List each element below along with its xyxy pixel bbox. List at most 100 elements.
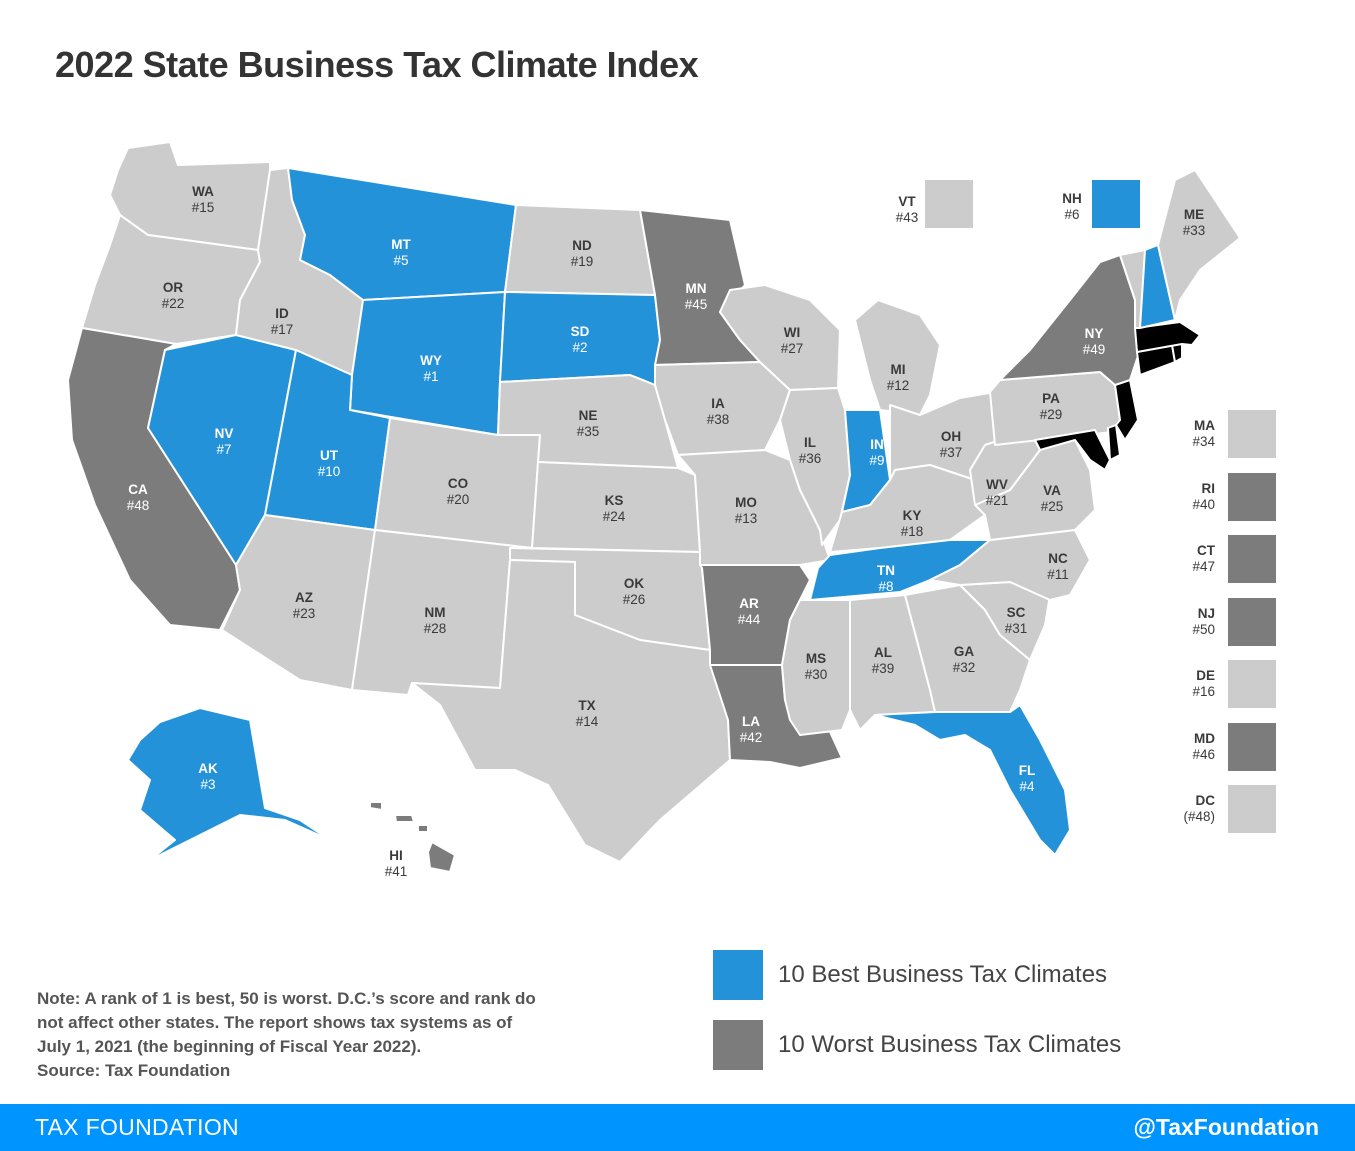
- state-rank: #9: [869, 453, 884, 468]
- state-abbr: VA: [1043, 483, 1061, 498]
- state-label-NH: NH #6: [1062, 191, 1082, 222]
- legend-worst-label: 10 Worst Business Tax Climates: [778, 1031, 1122, 1058]
- state-abbr: HI: [389, 848, 403, 863]
- state-abbr: KY: [903, 508, 922, 523]
- state-rank: (#48): [1183, 809, 1215, 824]
- state-rank: #33: [1183, 223, 1206, 238]
- state-rank: #21: [986, 493, 1009, 508]
- side-label-MD: MD #46: [1150, 731, 1215, 763]
- side-box-DC: [1228, 785, 1276, 833]
- state-abbr: OK: [624, 576, 645, 591]
- state-abbr: TX: [578, 698, 595, 713]
- state-rank: #28: [424, 621, 447, 636]
- state-label-IA: IA #38: [707, 396, 730, 427]
- state-label-LA: LA #42: [740, 714, 763, 745]
- state-rank: #29: [1040, 407, 1063, 422]
- state-label-WY: WY #1: [420, 353, 442, 384]
- state-rank: #25: [1041, 499, 1064, 514]
- state-abbr: WV: [986, 477, 1008, 492]
- state-rank: #22: [162, 296, 185, 311]
- state-abbr: AK: [198, 761, 218, 776]
- state-rank: #20: [447, 492, 470, 507]
- state-abbr: NH: [1062, 191, 1082, 206]
- state-abbr: UT: [320, 448, 339, 463]
- state-rank: #6: [1064, 207, 1079, 222]
- legend-best-label: 10 Best Business Tax Climates: [778, 961, 1108, 988]
- state-rank: #5: [393, 253, 408, 268]
- state-label-OK: OK #26: [623, 576, 646, 607]
- state-label-AR: AR #44: [738, 596, 761, 627]
- state-TX: [411, 559, 731, 863]
- legend-worst-swatch: [713, 1020, 763, 1070]
- footer-bar: TAX FOUNDATION @TaxFoundation: [0, 1104, 1355, 1151]
- state-rank: #2: [572, 340, 587, 355]
- state-abbr: PA: [1042, 391, 1060, 406]
- state-NY: [999, 254, 1141, 386]
- state-label-NY: NY #49: [1083, 326, 1106, 357]
- side-label-NJ: NJ #50: [1150, 606, 1215, 638]
- state-abbr: NM: [425, 605, 446, 620]
- state-abbr: OR: [163, 280, 184, 295]
- state-rank: #1: [423, 369, 438, 384]
- state-rank: #50: [1192, 621, 1215, 637]
- map-title: 2022 State Business Tax Climate Index: [55, 44, 699, 85]
- state-label-KY: KY #18: [901, 508, 924, 539]
- state-rank: #13: [735, 511, 758, 526]
- note-text: Note: A rank of 1 is best, 50 is worst. …: [37, 989, 536, 1056]
- state-label-FL: FL #4: [1019, 763, 1036, 794]
- state-abbr: NE: [579, 408, 598, 423]
- state-abbr: MN: [686, 281, 707, 296]
- state-label-IN: IN #9: [869, 437, 884, 468]
- state-rank: #15: [192, 200, 215, 215]
- state-rank: #35: [577, 424, 600, 439]
- state-abbr: AL: [874, 645, 892, 660]
- state-abbr: MI: [891, 362, 906, 377]
- state-HI: [369, 801, 383, 811]
- state-label-ME: ME #33: [1183, 207, 1206, 238]
- footer-handle[interactable]: @TaxFoundation: [1133, 1114, 1319, 1140]
- state-rank: #8: [878, 579, 893, 594]
- state-abbr: CT: [1197, 543, 1215, 558]
- inset-box-VT: [925, 180, 973, 228]
- state-label-WI: WI #27: [781, 325, 804, 356]
- state-rank: #11: [1047, 567, 1069, 582]
- state-rank: #44: [738, 612, 761, 627]
- state-label-KS: KS #24: [603, 493, 626, 524]
- state-HI: [427, 841, 456, 873]
- state-abbr: OH: [941, 429, 961, 444]
- state-abbr: NV: [215, 426, 234, 441]
- state-abbr: ID: [275, 306, 289, 321]
- state-rank: #31: [1005, 621, 1028, 636]
- state-abbr: NC: [1048, 551, 1068, 566]
- side-label-MA: MA #34: [1150, 418, 1215, 450]
- state-rank: #23: [293, 606, 316, 621]
- state-AK: [127, 707, 331, 861]
- state-label-TX: TX #14: [576, 698, 599, 729]
- state-label-WV: WV #21: [986, 477, 1009, 508]
- state-abbr: CO: [448, 476, 468, 491]
- state-abbr: MS: [806, 651, 826, 666]
- state-abbr: NY: [1085, 326, 1104, 341]
- state-abbr: GA: [954, 644, 975, 659]
- state-rank: #38: [707, 412, 730, 427]
- state-label-CA: CA #48: [127, 482, 150, 513]
- state-label-OH: OH #37: [940, 429, 963, 460]
- state-label-HI: HI #41: [385, 848, 408, 879]
- side-box-NJ: [1228, 597, 1276, 646]
- state-rank: #37: [940, 445, 963, 460]
- side-box-MD: [1228, 722, 1276, 771]
- side-box-RI: [1228, 472, 1276, 521]
- state-label-ND: ND #19: [571, 238, 594, 269]
- state-abbr: MD: [1194, 730, 1215, 746]
- state-rank: #14: [576, 714, 599, 729]
- state-rank: #7: [216, 442, 231, 457]
- state-rank: #40: [1192, 496, 1215, 512]
- state-abbr: CA: [128, 482, 148, 497]
- state-label-WA: WA #15: [192, 184, 215, 215]
- state-abbr: MO: [735, 495, 757, 510]
- legend-worst: 10 Worst Business Tax Climates: [713, 1020, 1121, 1070]
- state-rank: #24: [603, 509, 626, 524]
- state-label-CO: CO #20: [447, 476, 470, 507]
- state-abbr: IN: [870, 437, 884, 452]
- state-label-IL: IL #36: [799, 435, 822, 466]
